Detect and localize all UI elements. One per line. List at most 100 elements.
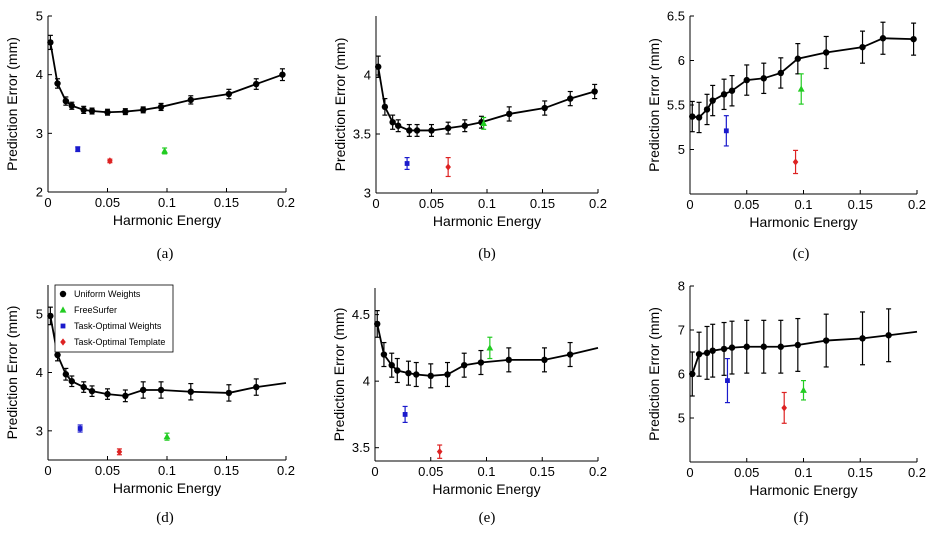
uniform-weights-point (777, 343, 784, 350)
uniform-weights-point (695, 114, 703, 121)
x-tick-label: 0.15 (530, 464, 555, 479)
uniform-weights-point (388, 361, 395, 369)
uniform-weights-point (122, 108, 129, 115)
legend: Uniform Weights FreeSurfer Task-Optimal We… (54, 284, 174, 353)
uniform-weights-point (68, 378, 76, 385)
uniform-weights-point (187, 388, 194, 395)
uniform-weights-point (157, 386, 165, 394)
y-tick-label: 5 (678, 142, 685, 157)
x-tick-label: 0 (44, 463, 51, 478)
x-tick-label: 0.2 (908, 465, 926, 480)
uniform-weights-point (225, 90, 233, 98)
x-tick-label: 0 (686, 197, 693, 212)
panel-caption: (e) (479, 510, 496, 526)
uniform-weights-point (80, 383, 87, 391)
x-tick-label: 0.1 (478, 196, 496, 211)
uniform-weights-point (122, 392, 129, 400)
uniform-weights-point (743, 343, 750, 350)
uniform-weights-point (88, 387, 96, 395)
uniform-weights-point (279, 71, 286, 78)
legend-label-1: Uniform Weights (74, 289, 141, 299)
uniform-weights-point (68, 102, 76, 109)
uniform-weights-point (823, 337, 830, 344)
uniform-weights-point (910, 35, 917, 43)
y-tick-label: 3 (364, 186, 371, 201)
uniform-weights-point (62, 371, 70, 378)
y-axis-label: Prediction Error (mm) (332, 38, 348, 172)
uniform-weights-line (692, 37, 914, 119)
legend-box (54, 284, 174, 353)
x-tick-label: 0.15 (214, 463, 239, 478)
task-optimal-template-point (792, 158, 799, 166)
uniform-weights-point (541, 104, 548, 112)
task-optimal-weights-point (77, 426, 83, 431)
uniform-weights-point (720, 345, 728, 353)
uniform-weights-point (157, 103, 165, 111)
x-tick-label: 0.15 (214, 195, 239, 210)
uniform-weights-point (879, 35, 887, 42)
uniform-weights-point (760, 75, 767, 82)
y-tick-label: 5 (678, 411, 685, 426)
chart-panel-2: 0 0.05 0.1 0.15 0.2 3 3.5 4 Harmonic Energy Predi… (332, 16, 607, 262)
panel-caption: (b) (478, 246, 496, 262)
y-tick-label: 4 (36, 67, 43, 82)
uniform-weights-point (743, 76, 750, 84)
y-axis-label: Prediction Error (mm) (4, 306, 20, 440)
x-axis-label: Harmonic Energy (432, 481, 540, 497)
x-tick-label: 0.05 (95, 195, 120, 210)
uniform-weights-point (444, 124, 452, 132)
x-tick-label: 0.05 (734, 465, 759, 480)
uniform-weights-point (591, 88, 598, 95)
uniform-weights-line (49, 42, 283, 114)
x-axis-label: Harmonic Energy (113, 480, 221, 496)
legend-label-3: Task-Optimal Weights (74, 321, 162, 331)
freesurfer-point (163, 433, 171, 440)
panel-caption: (a) (157, 246, 174, 262)
x-axis-label: Harmonic Energy (749, 214, 857, 230)
y-tick-label: 4 (36, 365, 43, 380)
x-tick-label: 0.1 (794, 197, 812, 212)
uniform-weights-point (54, 80, 61, 87)
x-axis-label: Harmonic Energy (433, 213, 541, 229)
uniform-weights-point (541, 356, 548, 364)
x-axis-label: Harmonic Energy (113, 212, 221, 228)
uniform-weights-point (859, 43, 866, 51)
legend-label-4: Task-Optimal Template (74, 337, 165, 347)
uniform-weights-point (728, 344, 736, 351)
uniform-weights-point (225, 389, 233, 397)
uniform-weights-point (62, 97, 70, 105)
x-tick-label: 0 (686, 465, 693, 480)
uniform-weights-point (413, 127, 421, 134)
y-tick-label: 3.5 (353, 127, 371, 142)
y-tick-label: 3 (36, 423, 43, 438)
uniform-weights-point (104, 109, 111, 116)
uniform-weights-point (794, 341, 802, 349)
uniform-weights-point (709, 97, 716, 104)
freesurfer-point (486, 344, 494, 351)
x-tick-label: 0.1 (477, 464, 495, 479)
uniform-weights-point (794, 55, 802, 62)
uniform-weights-point (80, 106, 87, 114)
legend-marker-4 (60, 338, 66, 346)
x-tick-label: 0.2 (589, 196, 607, 211)
legend-marker-1 (59, 290, 67, 298)
y-axis-label: Prediction Error (mm) (646, 38, 662, 172)
task-optimal-weights-point (75, 146, 81, 152)
chart-panel-4: 0 0.05 0.1 0.15 0.2 3 4 5 Harmonic Energy Predict… (4, 285, 295, 526)
y-tick-label: 7 (678, 323, 685, 338)
task-optimal-weights-point (402, 412, 408, 417)
task-optimal-template-point (445, 163, 451, 171)
x-tick-label: 0.15 (848, 197, 873, 212)
uniform-weights-point (406, 127, 413, 134)
task-optimal-template-point (436, 448, 443, 456)
legend-marker-3 (60, 323, 66, 329)
x-tick-label: 0.2 (277, 463, 295, 478)
y-axis-label: Prediction Error (mm) (331, 308, 347, 442)
uniform-weights-point (389, 119, 396, 126)
uniform-weights-point (104, 390, 111, 398)
y-tick-label: 6.5 (667, 9, 685, 24)
panel-caption: (c) (793, 246, 810, 262)
x-tick-label: 0.05 (419, 196, 444, 211)
x-tick-label: 0.15 (848, 465, 873, 480)
legend-marker-2 (59, 306, 67, 313)
